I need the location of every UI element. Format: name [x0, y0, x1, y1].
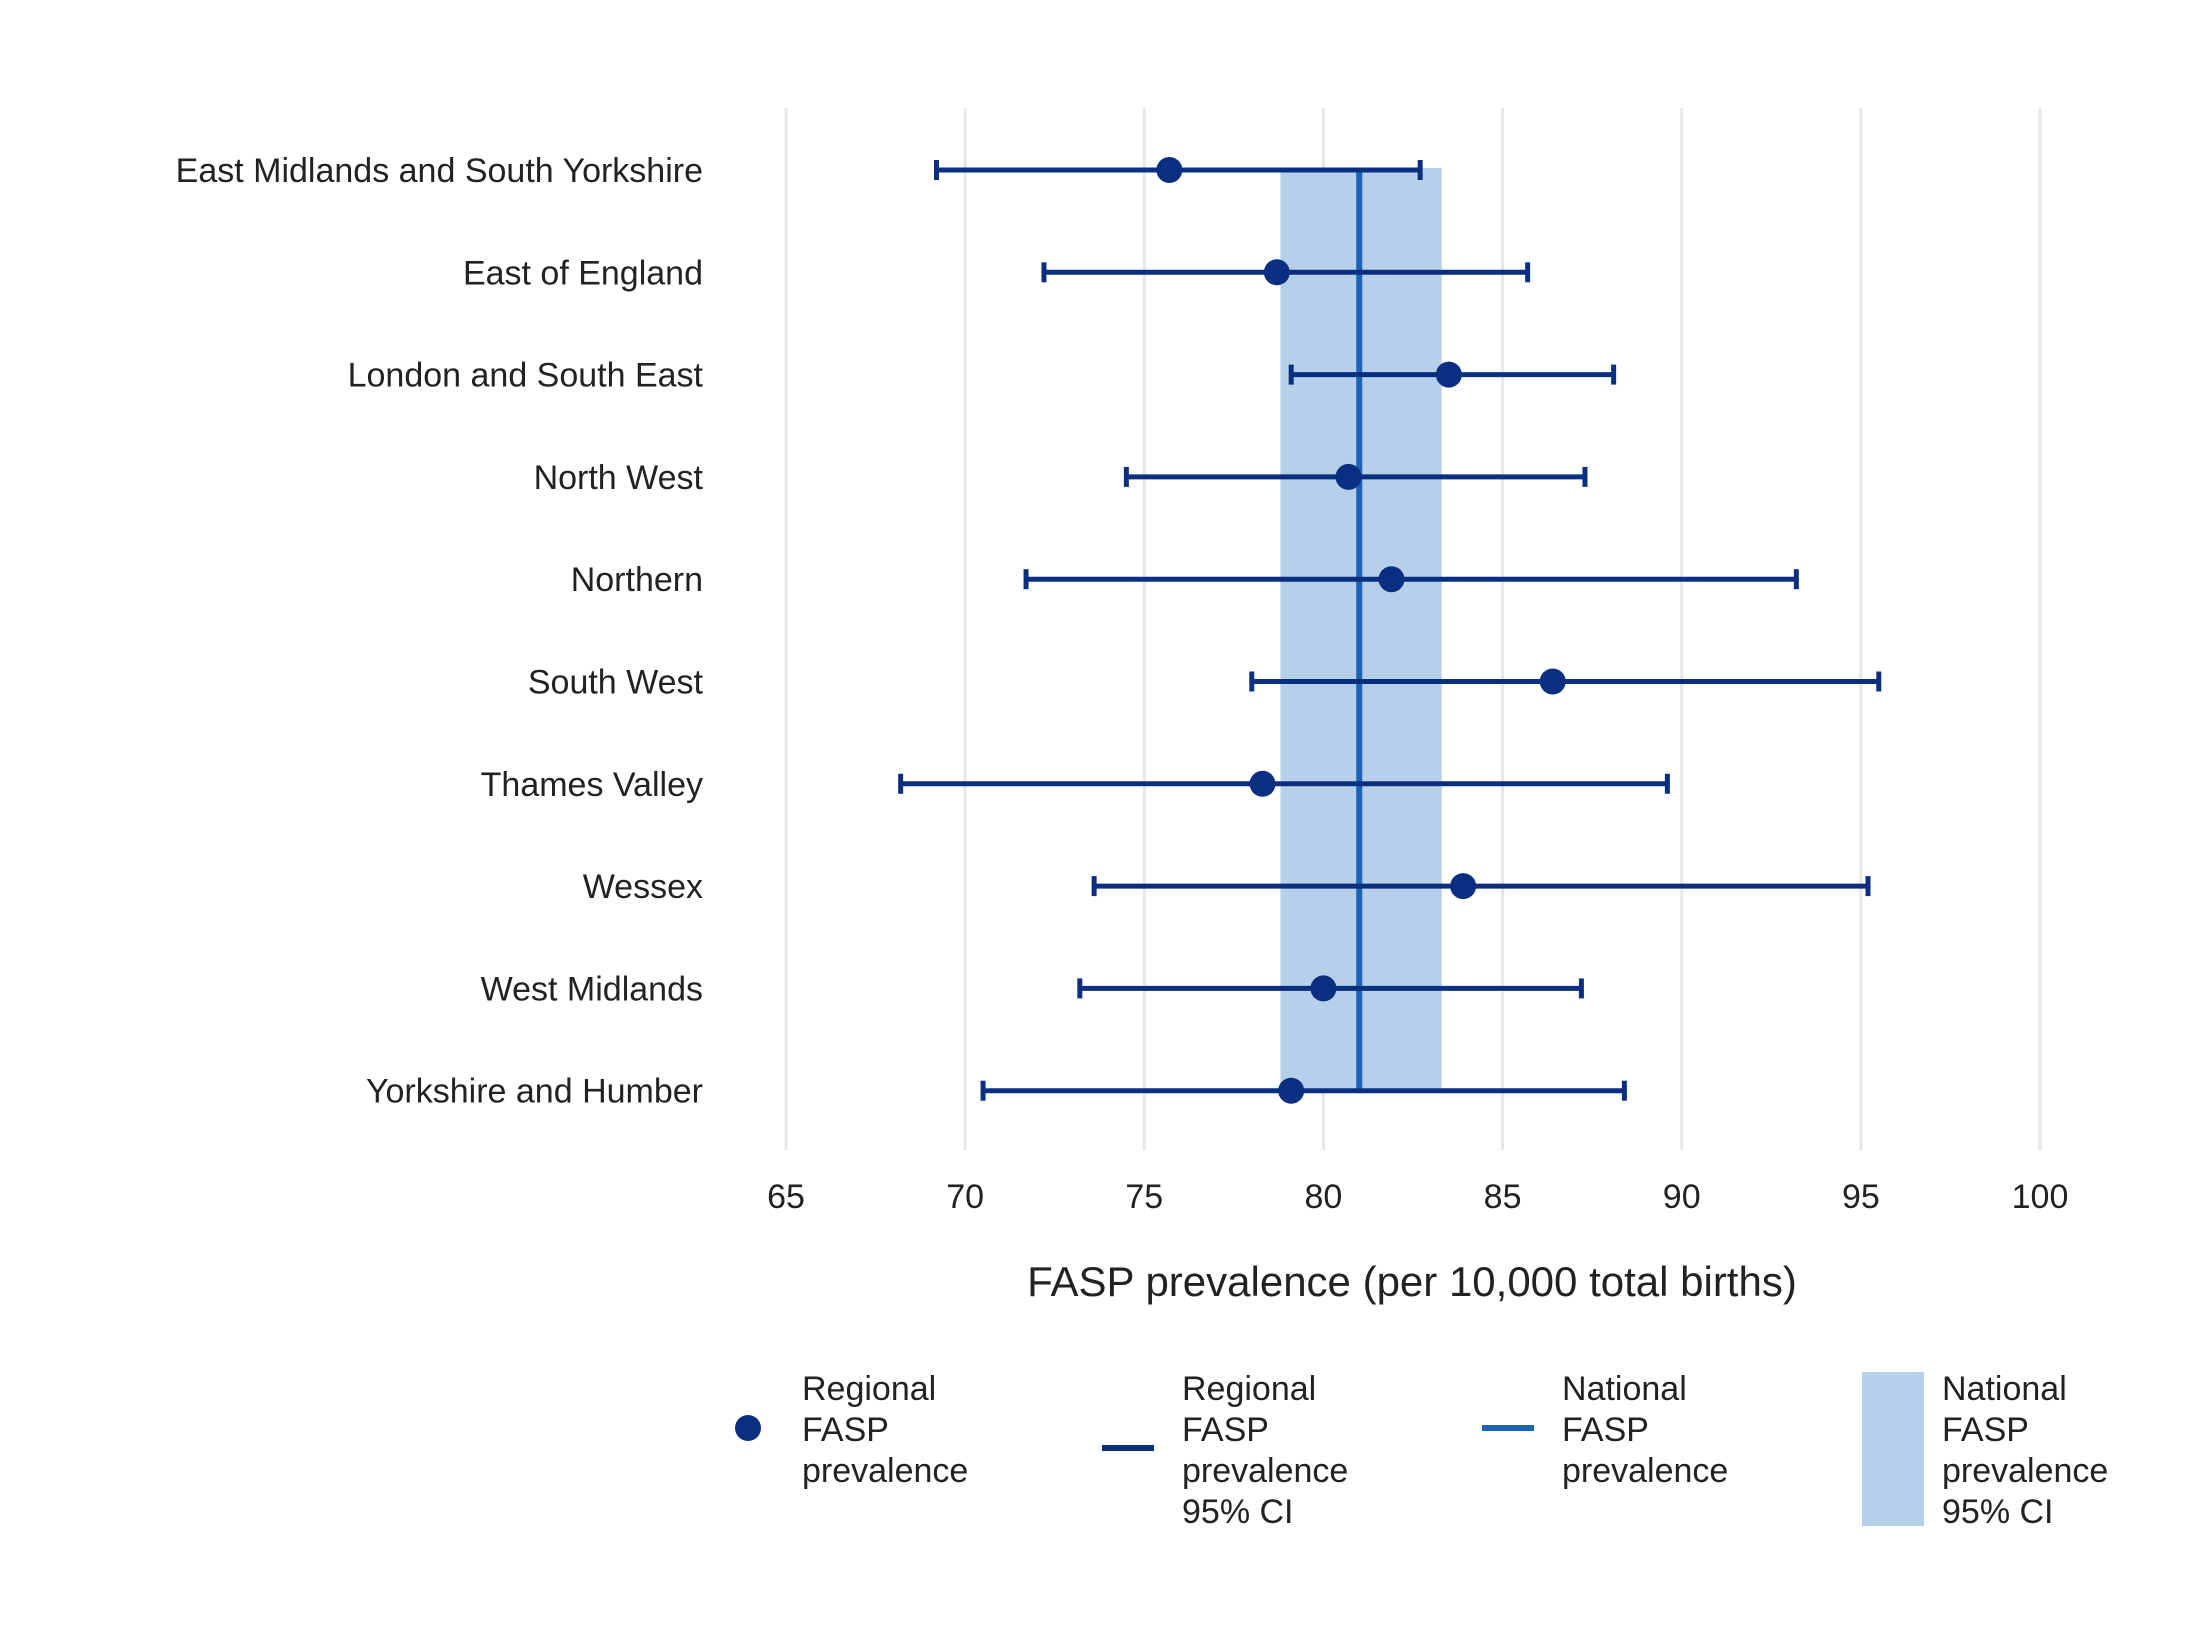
category-label: South West — [528, 664, 704, 702]
regional-point — [1378, 566, 1405, 593]
x-axis-title: FASP prevalence (per 10,000 total births… — [1027, 1258, 1797, 1305]
x-tick-label: 65 — [767, 1178, 805, 1216]
category-label: West Midlands — [481, 970, 703, 1008]
legend-band-key — [1862, 1372, 1924, 1526]
regional-point — [1310, 975, 1337, 1002]
legend-label: 95% CI — [1942, 1493, 2054, 1531]
x-tick-label: 80 — [1305, 1178, 1343, 1216]
x-tick-label: 70 — [946, 1178, 984, 1216]
legend-label: National — [1562, 1370, 1687, 1408]
category-label: Yorkshire and Humber — [366, 1073, 703, 1111]
legend-label: FASP — [802, 1411, 889, 1449]
legend-label: prevalence — [1562, 1452, 1728, 1490]
legend: RegionalFASPprevalenceRegionalFASPpreval… — [735, 1370, 2108, 1531]
category-label: London and South East — [348, 357, 704, 395]
legend-label: FASP — [1182, 1411, 1269, 1449]
category-label: East of England — [463, 254, 703, 292]
legend-label: prevalence — [1182, 1452, 1348, 1490]
legend-point-key — [735, 1415, 761, 1441]
legend-label: prevalence — [802, 1452, 968, 1490]
category-label: East Midlands and South Yorkshire — [176, 152, 703, 190]
x-tick-label: 85 — [1484, 1178, 1522, 1216]
legend-label: prevalence — [1942, 1452, 2108, 1490]
legend-label: Regional — [1182, 1370, 1316, 1408]
regional-point — [1450, 873, 1477, 900]
legend-label: Regional — [802, 1370, 936, 1408]
x-tick-label: 90 — [1663, 1178, 1701, 1216]
category-label: North West — [534, 459, 704, 497]
regional-point — [1156, 157, 1183, 183]
legend-label: FASP — [1562, 1411, 1649, 1449]
category-labels: East Midlands and South Yorkshire East of… — [176, 152, 704, 1111]
regional-point-layer — [1156, 157, 1566, 1104]
x-tick-label: 95 — [1842, 1178, 1880, 1216]
x-tick-labels: 65 70 75 80 85 90 95 100 — [767, 1178, 2068, 1216]
regional-point — [1435, 361, 1462, 388]
legend-label: 95% CI — [1182, 1493, 1294, 1531]
regional-point — [1263, 259, 1290, 286]
x-tick-label: 100 — [2012, 1178, 2069, 1216]
regional-point — [1278, 1077, 1305, 1104]
x-tick-label: 75 — [1125, 1178, 1163, 1216]
regional-point — [1335, 463, 1362, 490]
legend-label: FASP — [1942, 1411, 2029, 1449]
regional-point — [1249, 770, 1276, 797]
legend-label: National — [1942, 1370, 2067, 1408]
category-label: Thames Valley — [481, 766, 703, 804]
category-label: Wessex — [583, 868, 703, 906]
category-label: Northern — [571, 561, 703, 599]
regional-point — [1539, 668, 1566, 695]
